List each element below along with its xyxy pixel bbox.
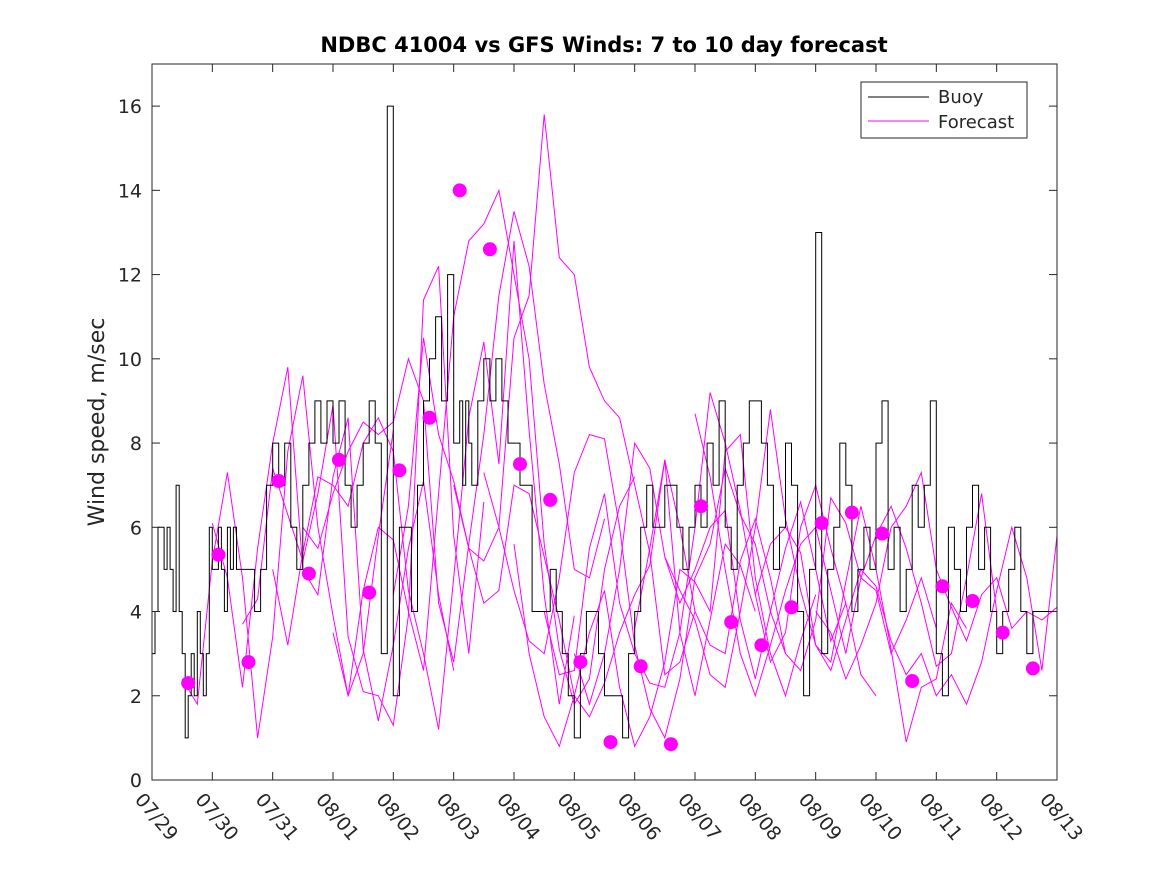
forecast-marker (543, 492, 558, 507)
forecast-marker (603, 735, 618, 750)
legend-label-buoy: Buoy (938, 87, 984, 108)
legend: Buoy Forecast (860, 81, 1028, 139)
forecast-marker (905, 674, 920, 688)
forecast-marker (332, 452, 346, 467)
forecast-marker (482, 242, 497, 257)
buoy-layer (152, 105, 1051, 739)
forecast-trace (392, 114, 696, 676)
forecast-trace (513, 433, 817, 748)
forecast-marker (271, 474, 286, 488)
y-tick-label: 10 (118, 349, 142, 371)
forecast-marker (211, 547, 226, 562)
forecast-trace (272, 240, 575, 730)
forecast-marker (1025, 661, 1040, 676)
y-tick-label: 14 (118, 180, 142, 202)
chart-title: NDBC 41004 vs GFS Winds: 7 to 10 day for… (320, 33, 887, 57)
forecast-marker (754, 638, 769, 653)
forecast-marker (633, 659, 648, 674)
y-tick-label: 16 (118, 96, 142, 118)
forecast-marker (784, 600, 799, 615)
forecast-trace (242, 265, 485, 727)
forecast-marker (875, 526, 889, 541)
forecast-trace (754, 525, 1057, 706)
y-axis: 0 2 4 6 8 10 12 14 16 (118, 96, 1057, 792)
forecast-trace (694, 413, 998, 698)
forecast-marker (301, 566, 316, 581)
forecast-marker (663, 737, 678, 752)
forecast-marker (814, 516, 829, 531)
forecast-trace (181, 375, 394, 738)
forecast-marker (935, 579, 950, 594)
y-tick-label: 4 (130, 602, 142, 624)
forecast-marker (452, 183, 467, 198)
y-tick-label: 12 (118, 265, 142, 287)
y-tick-label: 0 (130, 770, 142, 792)
forecast-marker (844, 505, 859, 520)
forecast-marker (241, 655, 256, 670)
forecast-marker (362, 585, 377, 600)
forecast-marker (392, 463, 407, 478)
forecast-marker (573, 655, 588, 670)
y-tick-label: 6 (130, 517, 142, 539)
forecast-marker (965, 594, 980, 608)
legend-box (860, 81, 1028, 139)
forecast-trace (302, 211, 605, 663)
forecast-trace (634, 459, 937, 672)
forecast-marker (995, 625, 1010, 640)
forecast-marker (694, 499, 708, 514)
forecast-trace (211, 367, 455, 722)
forecast-marker (181, 676, 196, 691)
legend-label-forecast: Forecast (938, 112, 1014, 133)
forecast-marker-layer (181, 183, 1040, 752)
y-tick-label: 2 (130, 686, 142, 708)
buoy-line (152, 105, 1051, 739)
forecast-marker (724, 615, 739, 630)
forecast-marker (513, 457, 527, 472)
plot-frame (151, 63, 1058, 781)
y-tick-label: 8 (130, 433, 142, 455)
y-axis-label: Wind speed, m/sec (85, 318, 110, 527)
forecast-marker (422, 410, 437, 425)
